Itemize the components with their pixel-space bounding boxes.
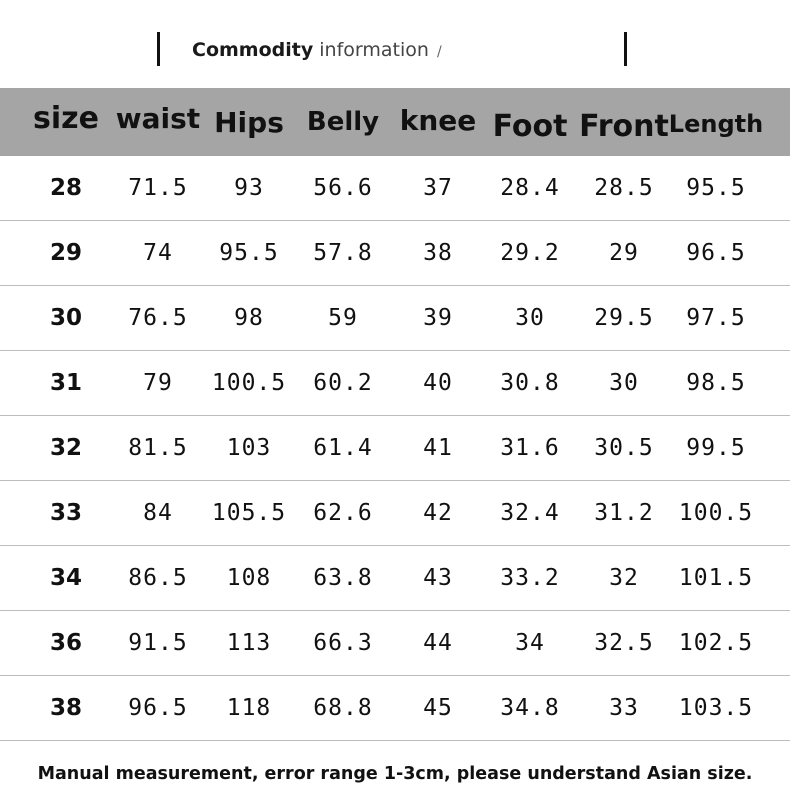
measurement-cell: 42 — [423, 500, 453, 526]
table-row: 33 84 105.5 62.6 42 32.4 31.2 100.5 — [0, 481, 790, 546]
table-row: 30 76.5 98 59 39 30 29.5 97.5 — [0, 286, 790, 351]
column-header-front: Front — [579, 108, 669, 144]
measurement-cell: 96.5 — [686, 240, 746, 266]
measurement-cell: 37 — [423, 175, 453, 201]
measurement-cell: 79 — [143, 370, 173, 396]
measurement-cell: 30 — [609, 370, 639, 396]
footer-note: Manual measurement, error range 1-3cm, p… — [37, 764, 753, 784]
measurement-cell: 103 — [226, 435, 272, 461]
measurement-cell: 74 — [143, 240, 173, 266]
size-cell: 36 — [49, 630, 82, 656]
measurement-cell: 33.2 — [500, 565, 560, 591]
size-cell: 38 — [49, 695, 82, 721]
title-slash: / — [437, 44, 442, 60]
measurement-cell: 96.5 — [128, 695, 188, 721]
measurement-cell: 32.4 — [500, 500, 560, 526]
column-header-hips: Hips — [214, 105, 284, 139]
measurement-cell: 32 — [609, 565, 639, 591]
measurement-cell: 38 — [423, 240, 453, 266]
measurement-cell: 57.8 — [313, 240, 373, 266]
table-row: 29 74 95.5 57.8 38 29.2 29 96.5 — [0, 221, 790, 286]
size-cell: 31 — [49, 370, 82, 396]
measurement-cell: 81.5 — [128, 435, 188, 461]
page-title: Commodity information / — [192, 37, 442, 65]
measurement-cell: 95.5 — [686, 175, 746, 201]
measurement-cell: 76.5 — [128, 305, 188, 331]
table-header: size waist Hips Belly knee Foot Front Length — [0, 88, 790, 156]
measurement-cell: 118 — [226, 695, 272, 721]
measurement-cell: 28.4 — [500, 175, 560, 201]
measurement-cell: 45 — [423, 695, 453, 721]
measurement-cell: 29.5 — [594, 305, 654, 331]
measurement-cell: 95.5 — [219, 240, 279, 266]
size-cell: 33 — [49, 500, 82, 526]
measurement-cell: 32.5 — [594, 630, 654, 656]
measurement-cell: 60.2 — [313, 370, 373, 396]
size-cell: 28 — [49, 175, 82, 201]
measurement-cell: 29 — [609, 240, 639, 266]
measurement-cell: 86.5 — [128, 565, 188, 591]
title-light-text: information — [319, 39, 429, 61]
commodity-title-bar: Commodity information / — [0, 0, 790, 88]
measurement-cell: 102.5 — [678, 630, 754, 656]
measurement-cell: 30 — [515, 305, 545, 331]
measurement-cell: 40 — [423, 370, 453, 396]
measurement-cell: 44 — [423, 630, 453, 656]
column-header-knee: knee — [399, 103, 477, 137]
title-strong-text: Commodity — [192, 39, 314, 61]
measurement-cell: 33 — [609, 695, 639, 721]
measurement-cell: 61.4 — [313, 435, 373, 461]
measurement-cell: 98 — [234, 305, 264, 331]
column-header-size: size — [33, 100, 99, 136]
measurement-cell: 28.5 — [594, 175, 654, 201]
table-row: 34 86.5 108 63.8 43 33.2 32 101.5 — [0, 546, 790, 611]
column-header-length: Length — [668, 110, 764, 138]
table-row: 38 96.5 118 68.8 45 34.8 33 103.5 — [0, 676, 790, 741]
measurement-cell: 91.5 — [128, 630, 188, 656]
size-cell: 29 — [49, 240, 82, 266]
measurement-cell: 31.2 — [594, 500, 654, 526]
measurement-cell: 39 — [423, 305, 453, 331]
measurement-cell: 43 — [423, 565, 453, 591]
table-row: 32 81.5 103 61.4 41 31.6 30.5 99.5 — [0, 416, 790, 481]
measurement-cell: 30.5 — [594, 435, 654, 461]
measurement-cell: 63.8 — [313, 565, 373, 591]
measurement-cell: 98.5 — [686, 370, 746, 396]
measurement-cell: 66.3 — [313, 630, 373, 656]
column-header-foot: Foot — [492, 108, 568, 144]
measurement-cell: 29.2 — [500, 240, 560, 266]
measurement-cell: 68.8 — [313, 695, 373, 721]
measurement-cell: 99.5 — [686, 435, 746, 461]
measurement-cell: 41 — [423, 435, 453, 461]
size-cell: 30 — [49, 305, 82, 331]
measurement-cell: 101.5 — [678, 565, 754, 591]
measurement-cell: 59 — [328, 305, 358, 331]
measurement-cell: 100.5 — [211, 370, 287, 396]
title-left-bar — [157, 32, 160, 66]
measurement-cell: 31.6 — [500, 435, 560, 461]
measurement-cell: 108 — [226, 565, 272, 591]
table-row: 28 71.5 93 56.6 37 28.4 28.5 95.5 — [0, 156, 790, 221]
measurement-cell: 62.6 — [313, 500, 373, 526]
column-header-belly: Belly — [306, 107, 380, 137]
measurement-cell: 93 — [234, 175, 264, 201]
measurement-cell: 71.5 — [128, 175, 188, 201]
measurement-cell: 97.5 — [686, 305, 746, 331]
measurement-cell: 100.5 — [678, 500, 754, 526]
measurement-cell: 84 — [143, 500, 173, 526]
measurement-cell: 56.6 — [313, 175, 373, 201]
size-cell: 32 — [49, 435, 82, 461]
title-right-bar — [624, 32, 627, 66]
table-row: 36 91.5 113 66.3 44 34 32.5 102.5 — [0, 611, 790, 676]
size-cell: 34 — [49, 565, 82, 591]
measurement-cell: 30.8 — [500, 370, 560, 396]
measurement-cell: 105.5 — [211, 500, 287, 526]
measurement-cell: 34.8 — [500, 695, 560, 721]
column-header-waist: waist — [115, 101, 201, 135]
measurement-cell: 34 — [515, 630, 545, 656]
measurement-cell: 103.5 — [678, 695, 754, 721]
measurement-cell: 113 — [226, 630, 272, 656]
table-row: 31 79 100.5 60.2 40 30.8 30 98.5 — [0, 351, 790, 416]
